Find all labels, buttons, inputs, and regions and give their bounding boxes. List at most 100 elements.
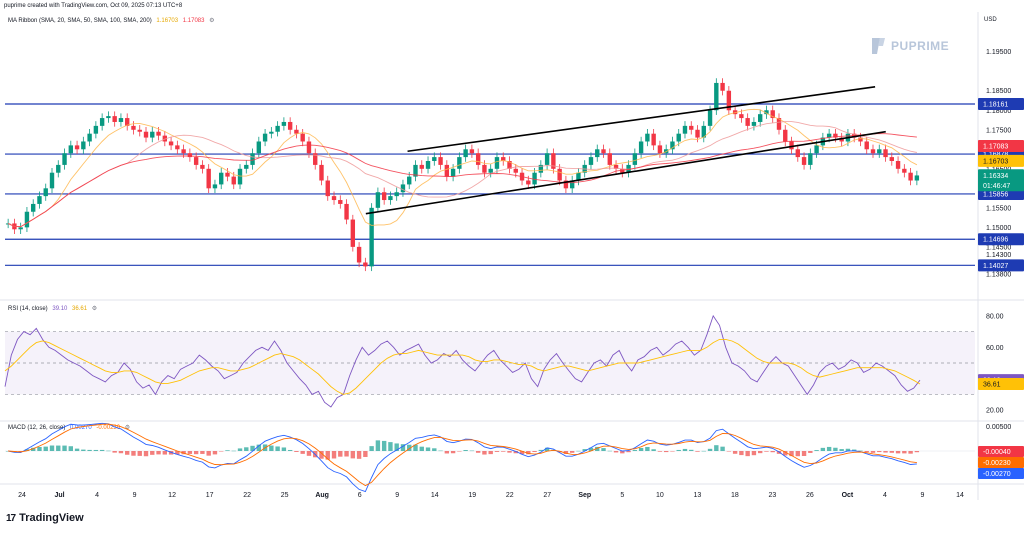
candle-body (24, 211, 30, 228)
macd-histogram-bar (81, 449, 86, 451)
candle-body (551, 153, 556, 169)
macd-histogram-bar (112, 451, 117, 453)
candle-body (118, 118, 124, 122)
trend-channel-line (365, 130, 886, 215)
candle-body (682, 125, 688, 134)
candle-body (275, 125, 280, 132)
candle-body (739, 114, 744, 119)
macd-histogram-bar (281, 447, 287, 451)
macd-histogram-bar (74, 448, 80, 451)
candle-body (638, 141, 644, 154)
macd-histogram-bar (757, 451, 763, 454)
macd-histogram-bar (56, 445, 61, 451)
candle-body (181, 149, 186, 154)
macd-histogram-bar (137, 451, 142, 456)
candle-body (407, 176, 412, 185)
candle-body (450, 168, 456, 177)
macd-histogram-bar (212, 451, 218, 455)
settings-icon[interactable]: ⚙ (209, 18, 215, 24)
candle-body (350, 219, 356, 247)
macd-histogram-bar (37, 446, 42, 451)
macd-histogram-bar (695, 451, 700, 452)
time-axis-tick: 12 (168, 492, 176, 499)
candle-body (162, 135, 168, 142)
tradingview-logo[interactable]: 17 TradingView (6, 512, 84, 524)
bar-countdown-label: 01:46:47 (983, 183, 1010, 190)
tradingview-mark: 17 (6, 512, 16, 524)
time-axis-tick: 13 (693, 492, 701, 499)
candle-body (914, 175, 920, 181)
macd-histogram-bar (720, 446, 725, 451)
level-price-label: 1.14696 (983, 237, 1008, 244)
rsi-label: RSI (14, close) (8, 306, 48, 312)
macd-histogram-bar (93, 449, 99, 451)
macd-legend[interactable]: MACD (12, 26, close) 0.00270 -0.00230 ⚙ (8, 424, 130, 431)
macd-histogram-bar (908, 451, 913, 454)
candle-body (256, 141, 262, 154)
candle-body (419, 164, 424, 169)
macd-histogram-bar (601, 448, 606, 451)
macd-histogram-bar (538, 449, 544, 451)
macd-histogram-bar (569, 451, 575, 453)
macd-histogram-bar (444, 451, 450, 454)
current-price-tag (978, 169, 1024, 192)
macd-histogram-bar (839, 449, 844, 451)
time-axis-tick: 17 (206, 492, 214, 499)
macd-histogram-bar (870, 451, 876, 453)
time-axis-tick: 9 (921, 492, 925, 499)
brand-logo: PUPRIME (868, 36, 949, 56)
candle-body (889, 157, 894, 161)
macd-histogram-bar (106, 450, 111, 452)
candle-body (31, 203, 36, 212)
macd-histogram-bar (507, 451, 512, 453)
candle-body (814, 145, 819, 154)
ma-ribbon-legend[interactable]: MA Ribbon (SMA, 20, SMA, 50, SMA, 100, S… (8, 17, 215, 24)
macd-histogram-bar (319, 451, 324, 459)
tradingview-logo-text: TradingView (19, 512, 84, 524)
current-price-label: 1.16703 (983, 158, 1008, 165)
macd-histogram-bar (87, 449, 92, 451)
macd-histogram-bar (438, 450, 443, 452)
ma-ribbon-value-2: 1.17083 (182, 18, 205, 24)
time-axis-tick: 14 (431, 492, 439, 499)
candle-body (74, 145, 80, 150)
rsi-band-background (5, 331, 975, 395)
rsi-price-label: 36.61 (983, 382, 1001, 389)
candle-body (287, 121, 293, 130)
candle-body (789, 141, 794, 150)
macd-histogram-bar (595, 446, 600, 451)
macd-histogram-bar (118, 451, 124, 454)
macd-histogram-bar (501, 451, 506, 452)
macd-histogram-bar (532, 451, 537, 453)
macd-histogram-bar (889, 451, 894, 453)
price-axis-tick: 1.15500 (986, 205, 1011, 212)
macd-histogram-bar (808, 451, 813, 453)
candle-body (576, 172, 581, 181)
candle-body (645, 133, 650, 142)
macd-histogram-bar (864, 451, 869, 453)
level-price-label: 1.15856 (983, 191, 1008, 198)
macd-histogram-bar (526, 451, 531, 455)
macd-histogram-bar (789, 451, 794, 457)
trend-channel-line (407, 86, 876, 153)
time-axis-tick: 4 (883, 492, 887, 499)
macd-histogram-bar (707, 448, 713, 451)
macd-histogram-bar (469, 450, 475, 452)
macd-histogram-bar (331, 451, 337, 459)
chart-header: puprime created with TradingView.com, Oc… (4, 3, 183, 9)
candle-body (475, 153, 481, 165)
candle-body (714, 82, 719, 111)
macd-histogram-bar (300, 451, 305, 454)
macd-histogram-bar (388, 442, 393, 451)
candle-body (68, 145, 73, 154)
macd-histogram-bar (225, 450, 230, 451)
rsi-legend[interactable]: RSI (14, close) 39.10 36.61 ⚙ (8, 305, 97, 312)
candle-body (569, 180, 575, 189)
candle-body (281, 121, 287, 126)
macd-histogram-bar (833, 447, 838, 451)
candle-body (219, 172, 224, 185)
settings-icon[interactable]: ⚙ (124, 425, 131, 431)
candle-body (494, 157, 500, 169)
settings-icon[interactable]: ⚙ (91, 306, 98, 312)
